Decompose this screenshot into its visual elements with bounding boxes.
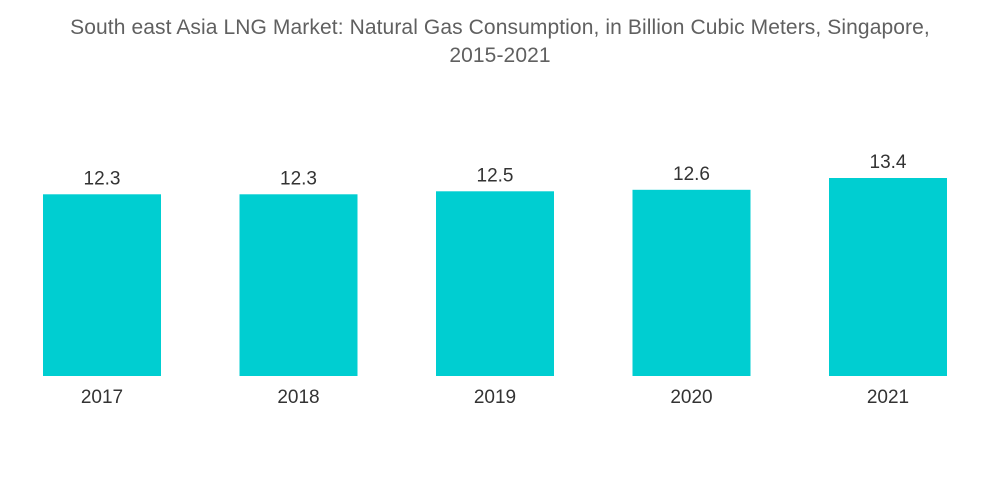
value-label-2020: 12.6: [673, 164, 710, 185]
chart-title-line-1: South east Asia LNG Market: Natural Gas …: [70, 16, 930, 39]
chart-title: South east Asia LNG Market: Natural Gas …: [0, 14, 1000, 70]
bar-2019: [436, 191, 554, 376]
value-label-2019: 12.5: [477, 165, 514, 186]
x-tick-label-2018: 2018: [277, 387, 319, 408]
x-tick-label-2020: 2020: [670, 387, 712, 408]
x-tick-label-2019: 2019: [474, 387, 516, 408]
value-label-2017: 12.3: [84, 168, 121, 189]
value-labels-layer: 12.3 12.3 12.5 12.6 13.4: [84, 152, 907, 189]
bar-2021: [829, 178, 947, 376]
x-tick-label-2021: 2021: [867, 387, 909, 408]
x-tick-label-2017: 2017: [81, 387, 123, 408]
bar-2017: [43, 194, 161, 376]
chart-title-line-2: 2015-2021: [449, 44, 551, 67]
x-axis-tick-labels: 2017 2018 2019 2020 2021: [81, 387, 909, 408]
bar-2018: [239, 194, 358, 376]
value-label-2021: 13.4: [870, 152, 907, 173]
bar-2020: [632, 189, 751, 376]
bars-layer: [43, 178, 947, 376]
value-label-2018: 12.3: [280, 168, 317, 189]
